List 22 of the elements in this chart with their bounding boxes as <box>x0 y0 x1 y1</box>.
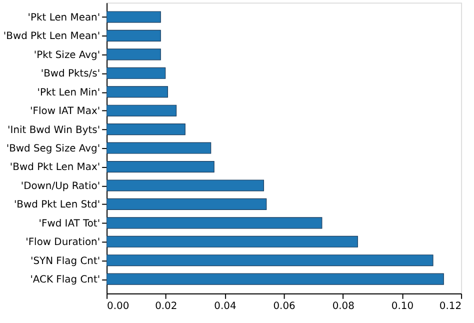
x-tick-label: 0.04 <box>214 300 236 312</box>
y-tick-label: 'Bwd Pkt Len Max' <box>10 162 100 174</box>
x-tick-label: 0.00 <box>107 300 130 312</box>
y-tick-label: 'Pkt Len Min' <box>37 87 100 98</box>
x-tick-label: 0.06 <box>273 300 296 312</box>
y-tick-label: 'Bwd Pkt Len Mean' <box>3 31 100 42</box>
y-tick-label: 'Down/Up Ratio' <box>20 180 100 192</box>
x-tick-label: 0.10 <box>391 300 414 312</box>
y-tick-label: 'Bwd Pkts/s' <box>40 68 100 80</box>
x-tick-label: 0.08 <box>332 300 354 312</box>
x-tick-label: 0.12 <box>439 300 462 312</box>
y-tick-label: 'Bwd Pkt Len Std' <box>14 200 100 211</box>
y-tick-label: 'Pkt Size Avg' <box>34 50 100 61</box>
y-tick-label: 'Flow IAT Max' <box>30 106 100 118</box>
y-tick-label: 'ACK Flag Cnt' <box>30 274 100 286</box>
y-tick-label: 'Flow Duration' <box>26 237 100 248</box>
y-tick-label: 'Init Bwd Win Byts' <box>8 124 100 136</box>
y-tick-label: 'Pkt Len Mean' <box>28 12 100 24</box>
x-tick-label: 0.02 <box>155 300 178 312</box>
y-tick-label: 'Fwd IAT Tot' <box>38 218 100 230</box>
y-tick-label: 'SYN Flag Cnt' <box>30 256 100 267</box>
y-tick-label: 'Bwd Seg Size Avg' <box>6 144 100 155</box>
